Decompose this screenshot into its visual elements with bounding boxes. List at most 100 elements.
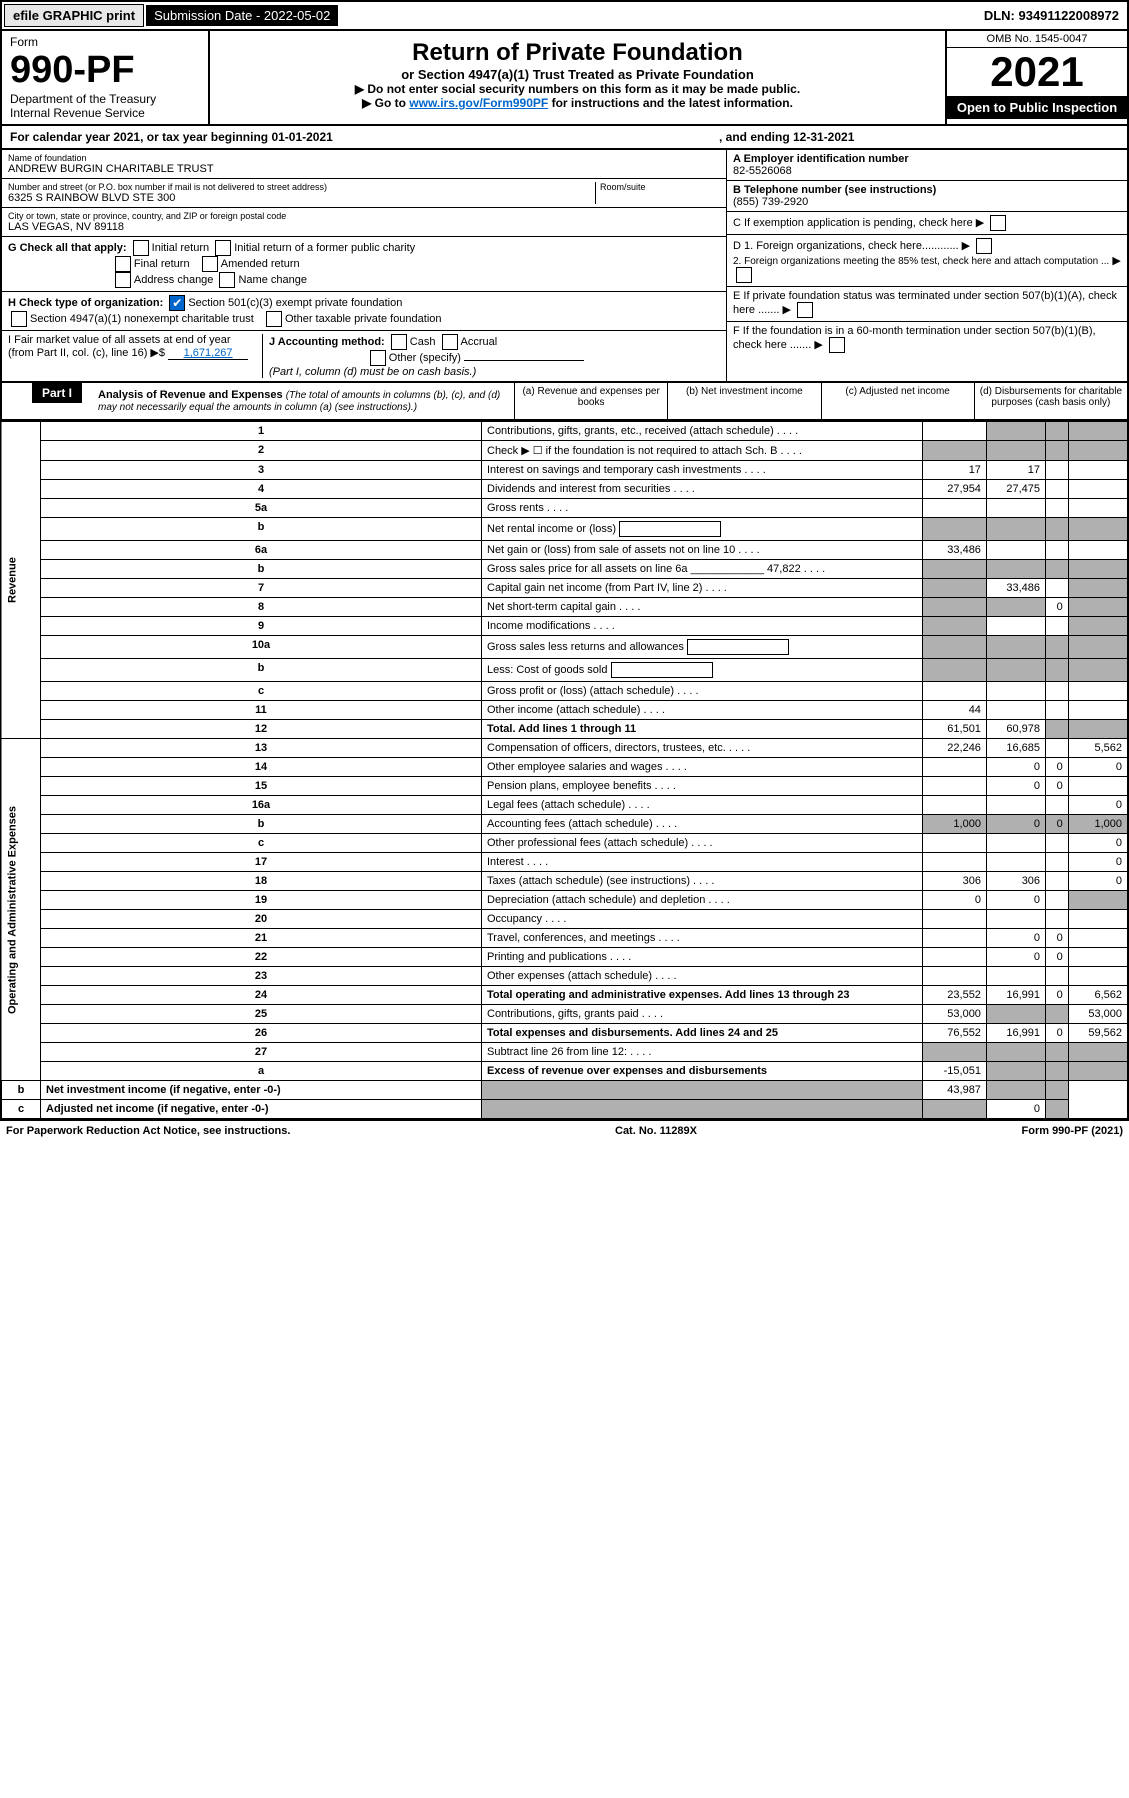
expenses-label: Operating and Administrative Expenses bbox=[1, 739, 41, 1081]
line-desc: Travel, conferences, and meetings . . . … bbox=[482, 929, 923, 948]
line-desc: Total operating and administrative expen… bbox=[482, 986, 923, 1005]
cell-dd bbox=[1068, 579, 1128, 598]
line-desc: Total. Add lines 1 through 11 bbox=[482, 720, 923, 739]
line-desc: Capital gain net income (from Part IV, l… bbox=[482, 579, 923, 598]
cell-c: 0 bbox=[1046, 815, 1069, 834]
chk-amended[interactable] bbox=[202, 256, 218, 272]
foundation-name: ANDREW BURGIN CHARITABLE TRUST bbox=[8, 163, 720, 175]
j2: Accrual bbox=[461, 336, 498, 348]
table-row: cOther professional fees (attach schedul… bbox=[1, 834, 1128, 853]
table-row: Revenue1Contributions, gifts, grants, et… bbox=[1, 422, 1128, 441]
cell-b: 27,475 bbox=[986, 480, 1045, 499]
line-desc: Gross sales less returns and allowances bbox=[482, 636, 923, 659]
efile-print-button[interactable]: efile GRAPHIC print bbox=[4, 4, 144, 27]
chk-4947[interactable] bbox=[11, 311, 27, 327]
chk-accrual[interactable] bbox=[442, 334, 458, 350]
line-desc: Taxes (attach schedule) (see instruction… bbox=[482, 872, 923, 891]
line-number: 22 bbox=[41, 948, 482, 967]
d2: 2. Foreign organizations meeting the 85%… bbox=[733, 256, 1109, 267]
form-number: 990-PF bbox=[10, 49, 200, 92]
cell-b: 16,991 bbox=[986, 986, 1045, 1005]
d1: D 1. Foreign organizations, check here..… bbox=[733, 240, 959, 252]
line-desc: Adjusted net income (if negative, enter … bbox=[41, 1100, 482, 1120]
cell-dd: 5,562 bbox=[1068, 739, 1128, 758]
cell-a: 22,246 bbox=[923, 739, 987, 758]
line-number: 20 bbox=[41, 910, 482, 929]
cell-b bbox=[986, 796, 1045, 815]
cell-c bbox=[1046, 617, 1069, 636]
cell-dd bbox=[1068, 929, 1128, 948]
cell-dd bbox=[1068, 441, 1128, 461]
table-row: aExcess of revenue over expenses and dis… bbox=[1, 1062, 1128, 1081]
cell-b bbox=[986, 967, 1045, 986]
cell-b bbox=[986, 499, 1045, 518]
cell-dd bbox=[1068, 636, 1128, 659]
cell-b bbox=[986, 682, 1045, 701]
line-number: 14 bbox=[41, 758, 482, 777]
line-desc: Accounting fees (attach schedule) . . . … bbox=[482, 815, 923, 834]
irs-link[interactable]: www.irs.gov/Form990PF bbox=[409, 96, 548, 110]
chk-e[interactable] bbox=[797, 302, 813, 318]
cell-dd: 59,562 bbox=[1068, 1024, 1128, 1043]
chk-name-change[interactable] bbox=[219, 272, 235, 288]
cell-a bbox=[923, 617, 987, 636]
line-number: c bbox=[1, 1100, 41, 1120]
cell-c bbox=[1046, 739, 1069, 758]
j3: Other (specify) bbox=[389, 352, 461, 364]
line-number: 19 bbox=[41, 891, 482, 910]
cell-c bbox=[1046, 480, 1069, 499]
cell-a bbox=[482, 1081, 923, 1100]
col-d: (d) Disbursements for charitable purpose… bbox=[974, 383, 1127, 419]
line-desc: Total expenses and disbursements. Add li… bbox=[482, 1024, 923, 1043]
line-desc: Net investment income (if negative, ente… bbox=[41, 1081, 482, 1100]
cell-dd bbox=[1068, 480, 1128, 499]
fmv-value[interactable]: 1,671,267 bbox=[168, 347, 248, 360]
dept-treasury: Department of the Treasury bbox=[10, 92, 200, 106]
table-row: bLess: Cost of goods sold bbox=[1, 659, 1128, 682]
cell-a bbox=[923, 499, 987, 518]
table-row: 20Occupancy . . . . bbox=[1, 910, 1128, 929]
part1-header-row: Part I Analysis of Revenue and Expenses … bbox=[0, 383, 1129, 421]
cell-a: 27,954 bbox=[923, 480, 987, 499]
cell-b: 16,685 bbox=[986, 739, 1045, 758]
cal-begin: For calendar year 2021, or tax year begi… bbox=[10, 130, 719, 144]
chk-501c3[interactable]: ✔ bbox=[169, 295, 185, 311]
chk-initial[interactable] bbox=[133, 240, 149, 256]
table-row: 21Travel, conferences, and meetings . . … bbox=[1, 929, 1128, 948]
g1: Initial return bbox=[152, 242, 209, 254]
chk-d2[interactable] bbox=[736, 267, 752, 283]
table-row: 24Total operating and administrative exp… bbox=[1, 986, 1128, 1005]
line-number: 16a bbox=[41, 796, 482, 815]
cell-c bbox=[1046, 518, 1069, 541]
table-row: 4Dividends and interest from securities … bbox=[1, 480, 1128, 499]
line-desc: Interest on savings and temporary cash i… bbox=[482, 461, 923, 480]
table-row: 15Pension plans, employee benefits . . .… bbox=[1, 777, 1128, 796]
instr-post: for instructions and the latest informat… bbox=[548, 96, 793, 110]
cell-dd: 0 bbox=[1068, 853, 1128, 872]
chk-initial-former[interactable] bbox=[215, 240, 231, 256]
chk-final[interactable] bbox=[115, 256, 131, 272]
cell-a: 23,552 bbox=[923, 986, 987, 1005]
line-desc: Contributions, gifts, grants, etc., rece… bbox=[482, 422, 923, 441]
cell-c bbox=[1046, 636, 1069, 659]
cell-dd bbox=[1068, 1043, 1128, 1062]
chk-addr-change[interactable] bbox=[115, 272, 131, 288]
chk-other-tax[interactable] bbox=[266, 311, 282, 327]
cell-b bbox=[986, 1062, 1045, 1081]
table-row: bNet rental income or (loss) bbox=[1, 518, 1128, 541]
cell-a: 0 bbox=[923, 891, 987, 910]
room-label: Room/suite bbox=[600, 182, 720, 192]
chk-other-method[interactable] bbox=[370, 350, 386, 366]
table-row: bGross sales price for all assets on lin… bbox=[1, 560, 1128, 579]
cell-c bbox=[986, 1081, 1045, 1100]
chk-c[interactable] bbox=[990, 215, 1006, 231]
chk-cash[interactable] bbox=[391, 334, 407, 350]
chk-f[interactable] bbox=[829, 337, 845, 353]
cell-b: 0 bbox=[986, 948, 1045, 967]
line-desc: Subtract line 26 from line 12: . . . . bbox=[482, 1043, 923, 1062]
cell-a bbox=[923, 796, 987, 815]
cell-a bbox=[923, 560, 987, 579]
line-number: 3 bbox=[41, 461, 482, 480]
chk-d1[interactable] bbox=[976, 238, 992, 254]
cell-a: 61,501 bbox=[923, 720, 987, 739]
